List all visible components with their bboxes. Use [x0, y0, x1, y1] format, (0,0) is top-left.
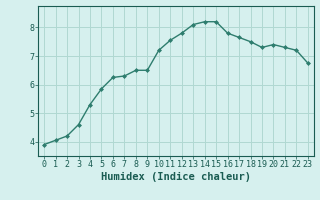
- X-axis label: Humidex (Indice chaleur): Humidex (Indice chaleur): [101, 172, 251, 182]
